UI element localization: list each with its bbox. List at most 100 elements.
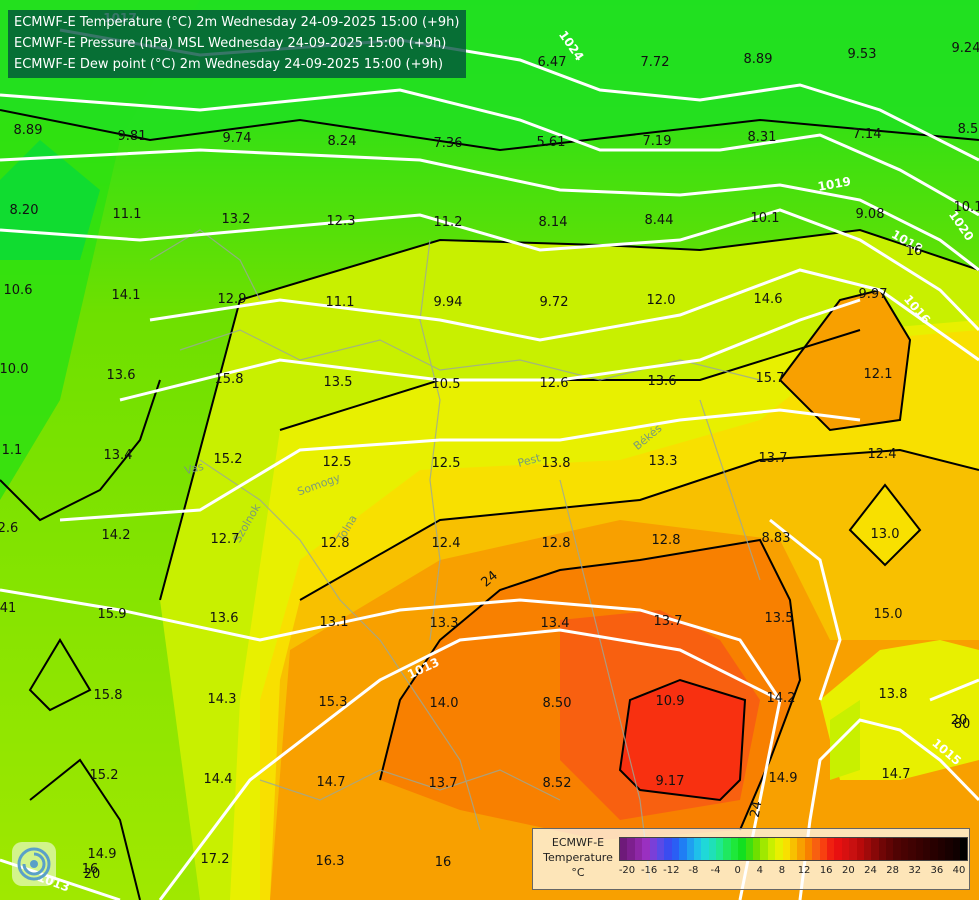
legend-title: ECMWF-E Temperature °C — [537, 835, 619, 880]
legend-swatch — [686, 838, 694, 860]
legend-swatch — [775, 838, 783, 860]
dewpoint-value-label: 12.5 — [323, 455, 352, 470]
legend-swatch — [930, 838, 938, 860]
dewpoint-value-label: 15.9 — [98, 607, 127, 622]
legend-swatch — [738, 838, 746, 860]
dewpoint-value-label: 14.9 — [769, 771, 798, 786]
dewpoint-value-label: 15.0 — [874, 607, 903, 622]
dewpoint-value-label: 8.24 — [328, 134, 357, 149]
dewpoint-value-label: 80 — [954, 717, 971, 732]
dewpoint-value-label: 13.7 — [429, 776, 458, 791]
dewpoint-value-label: 14.2 — [102, 528, 131, 543]
dewpoint-value-label: 10.5 — [432, 377, 461, 392]
dewpoint-value-label: 14.3 — [208, 692, 237, 707]
dewpoint-value-label: 9.81 — [118, 129, 147, 144]
dewpoint-value-label: 15.8 — [215, 372, 244, 387]
dewpoint-value-label: 16.3 — [316, 854, 345, 869]
dewpoint-value-label: 7.14 — [853, 127, 882, 142]
dewpoint-value-label: 9.74 — [223, 131, 252, 146]
dewpoint-value-label: 8.31 — [748, 130, 777, 145]
legend-swatch — [863, 838, 872, 860]
contour-label: 24 — [748, 800, 766, 819]
legend-swatch — [708, 838, 717, 860]
legend-swatch — [701, 838, 709, 860]
dewpoint-value-label: 17.2 — [201, 852, 230, 867]
dewpoint-value-label: 13.6 — [210, 611, 239, 626]
legend-swatch — [634, 838, 643, 860]
dewpoint-value-label: 12.8 — [652, 533, 681, 548]
legend-swatch — [849, 838, 857, 860]
dewpoint-value-label: 13.6 — [107, 368, 136, 383]
dewpoint-value-label: 14.1 — [112, 288, 141, 303]
legend-swatch — [782, 838, 790, 860]
legend-title-line-1: ECMWF-E — [551, 836, 605, 849]
legend-swatch — [826, 838, 835, 860]
legend-swatch — [812, 838, 820, 860]
legend-tick-label: -20 — [618, 865, 636, 876]
legend-color-bar — [619, 837, 969, 861]
title-pressure: ECMWF-E Pressure (hPa) MSL Wednesday 24-… — [14, 36, 447, 51]
legend-swatch — [649, 838, 657, 860]
dewpoint-value-label: 11.1 — [326, 295, 355, 310]
legend-swatch — [753, 838, 761, 860]
legend-tick-labels: -20 -16 -12 -8 -4 0 4 8 12 16 20 24 28 32 36 40 — [619, 865, 967, 881]
dewpoint-value-label: 8.14 — [539, 215, 568, 230]
dewpoint-value-label: 12.5 — [432, 456, 461, 471]
isobar-label: 1019 — [817, 174, 852, 194]
legend-swatch — [945, 838, 953, 860]
legend-swatch — [693, 838, 702, 860]
dewpoint-value-label: 14.7 — [317, 775, 346, 790]
legend-swatch — [937, 838, 946, 860]
legend-tick-label: -4 — [710, 865, 721, 876]
legend-tick-label: 16 — [819, 865, 833, 876]
dewpoint-value-label: 9.72 — [540, 295, 569, 310]
dewpoint-value-label: 13.3 — [649, 454, 678, 469]
dewpoint-value-label: 15.3 — [319, 695, 348, 710]
legend-swatch — [716, 838, 724, 860]
dewpoint-value-label: 14.9 — [88, 847, 117, 862]
legend-swatch — [797, 838, 805, 860]
dewpoint-value-label: 10.9 — [656, 694, 685, 709]
legend-swatch — [915, 838, 924, 860]
dewpoint-value-label: 9.97 — [859, 287, 888, 302]
place-label: Pest — [516, 451, 542, 470]
legend-swatch — [627, 838, 635, 860]
contour-label: 16 — [82, 862, 99, 877]
legend-title-line-2: Temperature — [543, 851, 613, 864]
legend-swatch — [760, 838, 768, 860]
dewpoint-value-label: 9.53 — [848, 47, 877, 62]
dewpoint-value-label: 12.1 — [864, 367, 893, 382]
dewpoint-value-label: 10.0 — [0, 362, 28, 377]
map-title-box: ECMWF-E Temperature (°C) 2m Wednesday 24… — [8, 10, 466, 78]
legend-tick-label: 20 — [841, 865, 855, 876]
dewpoint-value-label: 9.94 — [434, 295, 463, 310]
dewpoint-value-label: 9.08 — [856, 207, 885, 222]
dewpoint-value-label: 10.1 — [954, 200, 979, 215]
dewpoint-value-label: 13.2 — [222, 212, 251, 227]
legend-swatch — [723, 838, 731, 860]
dewpoint-value-label: 13.4 — [541, 616, 570, 631]
title-dewpoint: ECMWF-E Dew point (°C) 2m Wednesday 24-0… — [14, 57, 444, 72]
dewpoint-value-label: 9.24 — [952, 41, 979, 56]
legend-swatch — [959, 838, 968, 860]
dewpoint-value-label: 12.4 — [868, 447, 897, 462]
legend-swatch — [767, 838, 776, 860]
dewpoint-value-label: 7.19 — [643, 134, 672, 149]
legend-swatch — [745, 838, 754, 860]
dewpoint-value-label: 12.7 — [211, 532, 240, 547]
dewpoint-value-label: 1.1 — [2, 443, 23, 458]
legend-tick-label: 36 — [930, 865, 944, 876]
dewpoint-value-label: 13.0 — [871, 527, 900, 542]
legend-swatch — [819, 838, 827, 860]
dewpoint-value-label: 13.7 — [759, 451, 788, 466]
legend-tick-label: 24 — [864, 865, 877, 876]
dewpoint-value-label: 14.4 — [204, 772, 233, 787]
dewpoint-value-label: 12.8 — [542, 536, 571, 551]
legend-swatch — [871, 838, 879, 860]
title-temperature: ECMWF-E Temperature (°C) 2m Wednesday 24… — [14, 15, 460, 30]
legend-tick-label: 0 — [734, 865, 741, 876]
legend-tick-label: 8 — [778, 865, 786, 876]
legend-swatch — [856, 838, 864, 860]
legend-swatch — [923, 838, 931, 860]
